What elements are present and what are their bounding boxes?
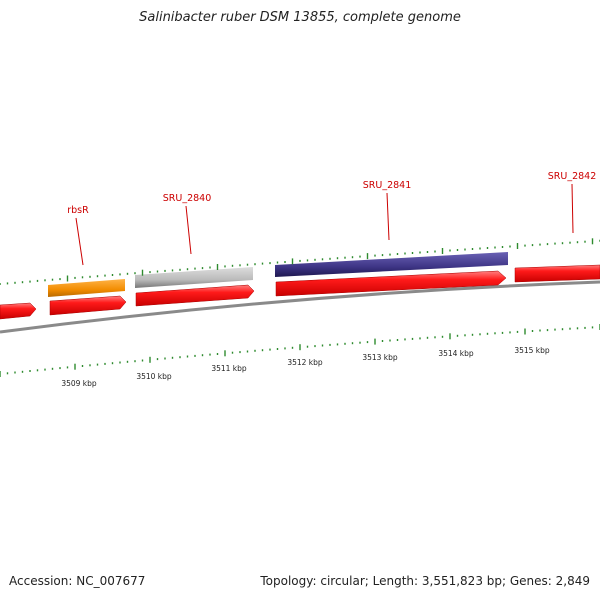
scale-label: 3515 kbp [514,346,550,355]
genome-backbone [0,280,600,334]
cds-arrow[interactable] [0,302,37,320]
cds-arrow[interactable] [49,295,127,316]
scale-labels: 3509 kbp 3510 kbp 3511 kbp 3512 kbp 3513… [61,346,550,388]
gene-SRU_2841[interactable] [275,252,508,277]
scale-label: 3510 kbp [136,372,172,381]
scale-label: 3514 kbp [438,349,474,358]
gene-label-SRU_2841[interactable]: SRU_2841 [363,180,412,191]
scale-label: 3512 kbp [287,358,323,367]
scale-label: 3513 kbp [362,353,398,362]
accession-text: Accession: NC_007677 [9,574,146,588]
scale-label: 3509 kbp [61,379,97,388]
gene-label-SRU_2842[interactable]: SRU_2842 [548,171,597,182]
lower-tick-track [0,324,600,377]
gene-label-SRU_2840[interactable]: SRU_2840 [163,193,212,204]
page-title: Salinibacter ruber DSM 13855, complete g… [139,10,461,25]
label-lines [75,183,574,266]
gene-track [48,252,508,297]
gene-label-rbsR[interactable]: rbsR [67,205,89,216]
cds-arrow[interactable] [135,284,255,307]
genome-summary-text: Topology: circular; Length: 3,551,823 bp… [260,574,590,588]
gene-rbsR[interactable] [48,279,125,297]
cds-arrow[interactable] [275,270,507,297]
cds-track [0,264,600,320]
upper-tick-track [0,238,600,285]
gene-SRU_2840[interactable] [135,267,253,288]
gene-labels: rbsR SRU_2840 SRU_2841 SRU_2842 [67,171,596,216]
scale-label: 3511 kbp [211,364,247,373]
cds-arrow[interactable] [514,264,600,283]
